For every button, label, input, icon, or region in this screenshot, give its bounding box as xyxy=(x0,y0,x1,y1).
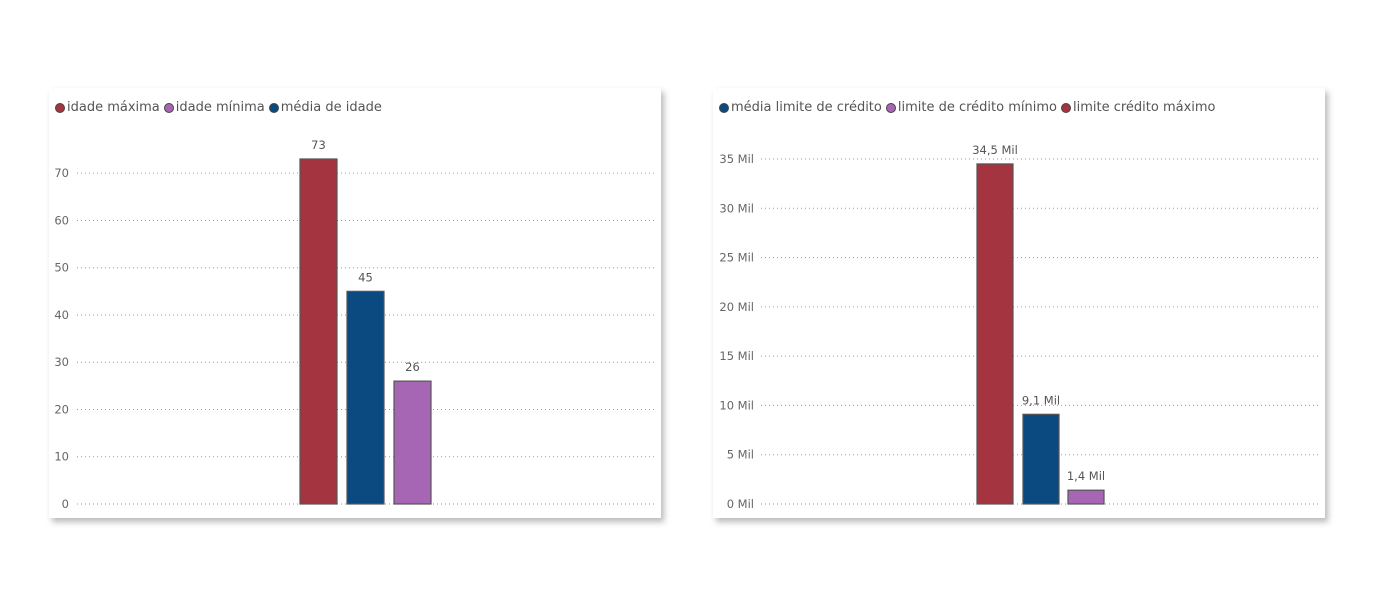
legend-dot-icon xyxy=(719,102,729,113)
legend-label: limite de crédito mínimo xyxy=(897,100,1057,115)
y-tick-label: 0 Mil xyxy=(727,497,754,511)
legend-item[interactable]: média limite de crédito xyxy=(719,100,882,115)
legend-label: idade mínima xyxy=(175,100,265,115)
y-tick-label: 70 xyxy=(54,166,69,180)
y-tick-label: 20 xyxy=(54,402,69,416)
age-bar-chart: 0 10 20 30 40 50 60 70 73 45 26 xyxy=(54,138,654,511)
y-tick-label: 10 Mil xyxy=(719,398,754,412)
bar[interactable] xyxy=(393,380,432,505)
legend-dot-icon xyxy=(1060,102,1071,113)
y-tick-label: 25 Mil xyxy=(719,251,754,265)
data-label: 34,5 Mil xyxy=(972,143,1018,157)
data-label: 1,4 Mil xyxy=(1067,469,1105,483)
legend-dot-icon xyxy=(163,102,174,113)
bar[interactable] xyxy=(346,290,385,505)
legend-label: idade máxima xyxy=(67,100,160,115)
y-tick-label: 60 xyxy=(54,213,69,227)
credit-chart-legend: média limite de crédito limite de crédito… xyxy=(719,100,1220,115)
y-tick-label: 15 Mil xyxy=(719,349,754,363)
legend-item[interactable]: idade máxima xyxy=(55,100,160,115)
y-tick-label: 5 Mil xyxy=(727,448,754,462)
legend-label: média de idade xyxy=(280,100,382,115)
legend-dot-icon xyxy=(885,102,896,113)
bar[interactable] xyxy=(1022,413,1060,505)
legend-item[interactable]: média de idade xyxy=(268,100,382,115)
legend-dot-icon xyxy=(268,102,279,113)
y-tick-label: 30 xyxy=(54,355,69,369)
credit-chart-card: média limite de crédito limite de crédito… xyxy=(713,88,1325,518)
y-tick-label: 50 xyxy=(54,261,69,275)
data-label: 73 xyxy=(311,138,326,152)
bar[interactable] xyxy=(1067,489,1105,505)
age-chart-card: idade máxima idade mínima média de idade 0… xyxy=(49,88,661,518)
y-tick-label: 10 xyxy=(54,450,69,464)
legend-dot-icon xyxy=(55,102,65,113)
bar[interactable] xyxy=(299,158,338,505)
data-label: 45 xyxy=(358,270,373,284)
legend-item[interactable]: idade mínima xyxy=(163,100,265,115)
age-chart-legend: idade máxima idade mínima média de idade xyxy=(55,100,386,115)
y-tick-label: 20 Mil xyxy=(719,300,754,314)
y-tick-label: 40 xyxy=(54,308,69,322)
data-label: 9,1 Mil xyxy=(1022,393,1060,407)
y-tick-label: 30 Mil xyxy=(719,201,754,215)
bar[interactable] xyxy=(976,163,1014,505)
data-label: 26 xyxy=(405,360,420,374)
legend-label: média limite de crédito xyxy=(731,100,882,115)
legend-item[interactable]: limite crédito máximo xyxy=(1060,100,1216,115)
y-tick-label: 35 Mil xyxy=(719,152,754,166)
legend-item[interactable]: limite de crédito mínimo xyxy=(885,100,1057,115)
legend-label: limite crédito máximo xyxy=(1072,100,1216,115)
credit-bar-chart: 0 Mil 5 Mil 10 Mil 15 Mil 20 Mil 25 Mil 30 Mil… xyxy=(719,143,1318,511)
y-tick-label: 0 xyxy=(62,497,69,511)
